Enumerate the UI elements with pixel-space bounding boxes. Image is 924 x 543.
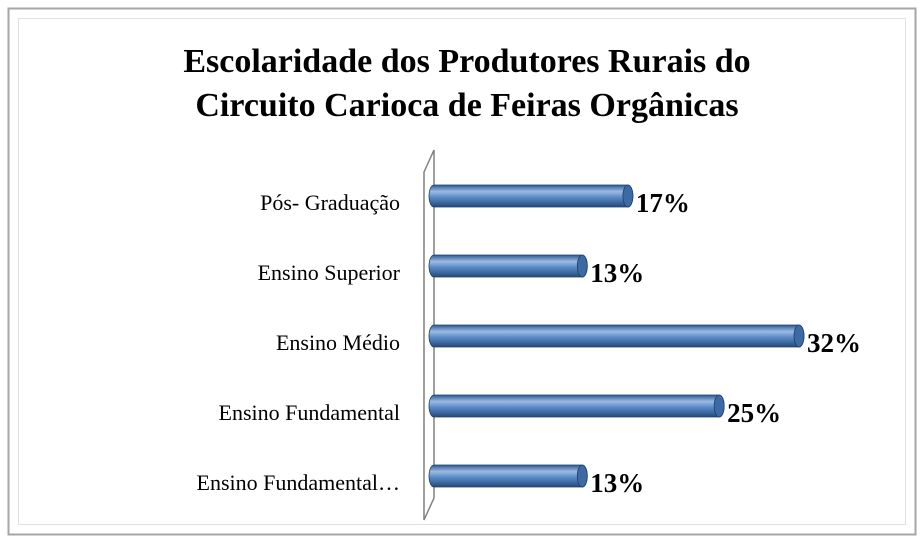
data-label: 25% — [727, 398, 781, 428]
bar-cap — [576, 464, 588, 488]
bar — [428, 324, 805, 348]
bar-cap — [622, 184, 634, 208]
category-label: Ensino Fundamental… — [197, 470, 400, 495]
plot-frame — [18, 18, 906, 525]
bar — [428, 254, 588, 278]
bar-cap — [713, 394, 725, 418]
data-label: 13% — [590, 258, 644, 288]
bar — [428, 184, 634, 208]
bar-cap — [793, 324, 805, 348]
category-label: Ensino Médio — [276, 330, 400, 355]
category-label: Ensino Fundamental — [219, 400, 400, 425]
bar-cap — [576, 254, 588, 278]
data-label: 32% — [807, 328, 861, 358]
data-label: 17% — [636, 188, 690, 218]
bar — [428, 464, 588, 488]
chart-title: Circuito Carioca de Feiras Orgânicas — [195, 87, 738, 124]
category-label: Pós- Graduação — [260, 190, 400, 215]
chart-title: Escolaridade dos Produtores Rurais do — [183, 43, 750, 80]
data-label: 13% — [590, 468, 644, 498]
bar — [428, 394, 725, 418]
category-label: Ensino Superior — [258, 260, 401, 285]
